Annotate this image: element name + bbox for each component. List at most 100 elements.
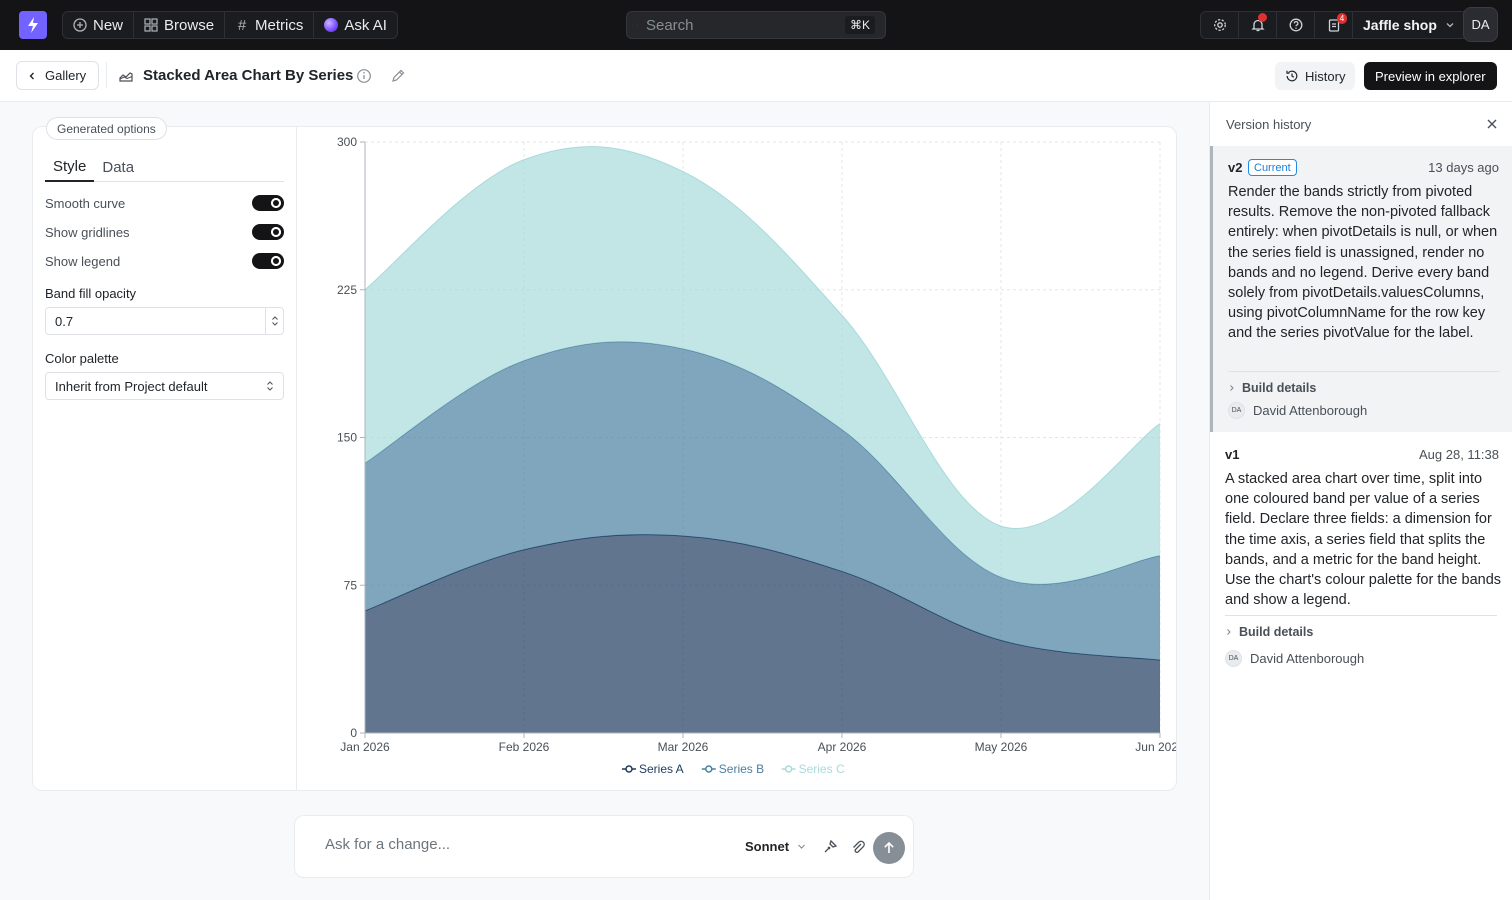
user-avatar[interactable]: DA [1463,7,1498,42]
top-navbar: New Browse # Metrics Ask AI ⌘K [0,0,1512,50]
app-logo[interactable] [19,11,47,39]
chevron-left-icon [29,72,34,79]
x-tick-label: May 2026 [975,740,1028,754]
grid-icon [144,18,158,32]
legend-label: Series C [799,762,845,776]
build-details-label: Build details [1242,381,1317,395]
project-switcher[interactable]: Jaffle shop [1353,12,1467,38]
opacity-label: Band fill opacity [45,286,137,301]
notifications-button[interactable] [1239,12,1277,38]
lightning-icon [28,17,38,33]
palette-value: Inherit from Project default [55,378,208,394]
x-tick-label: Mar 2026 [658,740,709,754]
history-button[interactable]: History [1275,62,1356,90]
browse-label: Browse [164,16,215,34]
ai-orb-icon [324,18,339,32]
tab-data[interactable]: Data [102,159,135,176]
info-icon[interactable] [355,67,373,85]
version-card-v1[interactable]: v1 Aug 28, 11:38 A stacked area chart ov… [1210,433,1512,673]
legend-marker [705,765,713,773]
browse-button[interactable]: Browse [134,12,226,38]
ask-ai-label: Ask AI [344,16,387,34]
close-icon[interactable] [1484,116,1500,132]
search-input[interactable] [645,16,845,34]
chevron-right-icon [1227,629,1231,635]
current-badge: Current [1248,159,1297,176]
metrics-button[interactable]: # Metrics [225,12,315,38]
chevron-down-icon [1446,23,1454,28]
paperclip-icon[interactable] [849,838,867,856]
show-legend-toggle[interactable] [252,253,284,269]
validation-button[interactable]: 4 [1315,12,1353,38]
legend-label: Series A [639,762,684,776]
ask-ai-button[interactable]: Ask AI [314,12,397,38]
x-tick-label: Feb 2026 [499,740,550,754]
help-circle-icon [1289,18,1302,32]
area-series-a [365,534,1160,733]
chevron-up-icon [271,316,278,320]
smooth-curve-row: Smooth curve [45,193,284,213]
back-to-gallery-button[interactable]: Gallery [16,61,100,90]
legend-marker [625,765,633,773]
history-label: History [1305,68,1346,84]
back-label: Gallery [45,68,87,83]
show-gridlines-label: Show gridlines [45,224,130,240]
prompt-input[interactable] [325,836,725,853]
plus-circle-icon [73,18,87,32]
opacity-input[interactable] [46,313,256,329]
global-search[interactable]: ⌘K [626,11,886,39]
opacity-stepper[interactable] [265,308,283,334]
show-gridlines-toggle[interactable] [252,224,284,240]
build-details-toggle[interactable]: Build details [1225,625,1313,639]
send-button[interactable] [873,832,905,864]
y-tick-label: 225 [337,283,357,297]
model-selector[interactable]: Sonnet [745,839,806,854]
pick-element-icon[interactable] [821,838,839,856]
y-tick-label: 75 [344,578,358,592]
palette-select[interactable]: Inherit from Project default [45,372,284,400]
header-divider [106,62,107,88]
new-button[interactable]: New [63,12,135,38]
preview-in-explorer-button[interactable]: Preview in explorer [1364,62,1497,90]
build-details-label: Build details [1239,625,1314,639]
help-button[interactable] [1277,12,1315,38]
validation-badge: 4 [1337,13,1347,24]
version-divider [1228,371,1500,372]
line-series-c [364,146,1161,529]
model-name: Sonnet [745,839,790,854]
user-initials: DA [1471,17,1490,32]
opacity-input-wrapper [45,307,284,335]
metrics-label: Metrics [255,16,304,34]
y-tick-label: 300 [337,135,357,149]
build-details-toggle[interactable]: Build details [1228,381,1316,395]
smooth-curve-toggle[interactable] [252,195,284,211]
y-tick-label: 150 [337,431,357,445]
author-avatar: DA [1228,402,1245,419]
show-gridlines-row: Show gridlines [45,222,284,242]
y-tick-label: 0 [350,726,357,740]
arrow-up-icon [884,841,894,853]
version-author: DA David Attenborough [1225,650,1364,667]
version-author: DA David Attenborough [1228,402,1367,419]
version-card-v2[interactable]: v2 Current 13 days ago Render the bands … [1210,146,1512,432]
smooth-curve-label: Smooth curve [45,195,126,211]
version-name: v2 [1228,160,1243,175]
clipboard-icon [1328,19,1339,32]
options-tabs: Style Data [45,153,284,182]
pencil-icon[interactable] [389,67,407,85]
selector-icon [267,381,273,391]
settings-button[interactable] [1201,12,1239,38]
legend-marker [784,765,793,773]
x-tick-label: Apr 2026 [818,740,867,754]
generated-options-label: Generated options [57,121,156,136]
version-description: Render the bands strictly from pivoted r… [1228,184,1498,342]
notification-dot [1258,13,1267,22]
chevron-down-icon [798,844,805,849]
version-name: v1 [1225,447,1240,462]
page-title: Stacked Area Chart By Series [143,67,354,84]
version-date: Aug 28, 11:38 [1419,447,1499,462]
main-nav: New Browse # Metrics Ask AI [62,11,398,39]
show-legend-label: Show legend [45,253,121,269]
tab-style[interactable]: Style [45,153,95,182]
x-tick-label: Jan 2026 [340,740,390,754]
